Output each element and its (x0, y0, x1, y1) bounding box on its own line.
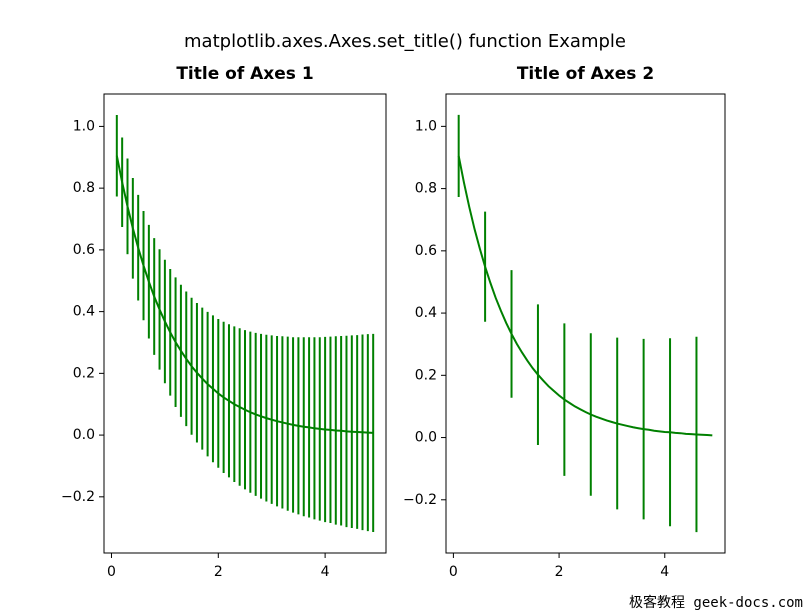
x-tick-label: 0 (107, 564, 116, 580)
y-tick-label: 1.0 (415, 118, 437, 134)
axes-title: Title of Axes 2 (517, 64, 654, 84)
figure-title: matplotlib.axes.Axes.set_title() functio… (184, 31, 626, 52)
y-tick-label: 0.8 (415, 181, 437, 197)
x-tick-label: 0 (449, 564, 458, 580)
y-tick-label: 0.6 (415, 243, 437, 259)
watermark: 极客教程 geek-docs.com (629, 594, 803, 611)
axes-frame (445, 93, 726, 554)
x-tick-label: 2 (555, 564, 564, 580)
y-tick-label: 0.2 (415, 367, 437, 383)
data-line (115, 155, 374, 434)
axes-frame (103, 93, 387, 554)
x-tick-label: 4 (660, 564, 669, 580)
y-tick-label: −0.2 (61, 489, 95, 505)
y-tick-label: 0.0 (73, 427, 95, 443)
y-tick-label: 0.4 (73, 304, 95, 320)
y-tick-label: 0.0 (415, 430, 437, 446)
y-tick-label: 1.0 (73, 118, 95, 134)
y-tick-label: 0.4 (415, 305, 437, 321)
y-tick-label: −0.2 (403, 492, 437, 508)
y-tick-label: 0.8 (73, 180, 95, 196)
y-tick-label: 0.2 (73, 365, 95, 381)
axes-title: Title of Axes 1 (176, 64, 313, 84)
data-line (457, 155, 713, 437)
x-tick-label: 4 (321, 564, 330, 580)
y-tick-label: 0.6 (73, 242, 95, 258)
x-tick-label: 2 (214, 564, 223, 580)
